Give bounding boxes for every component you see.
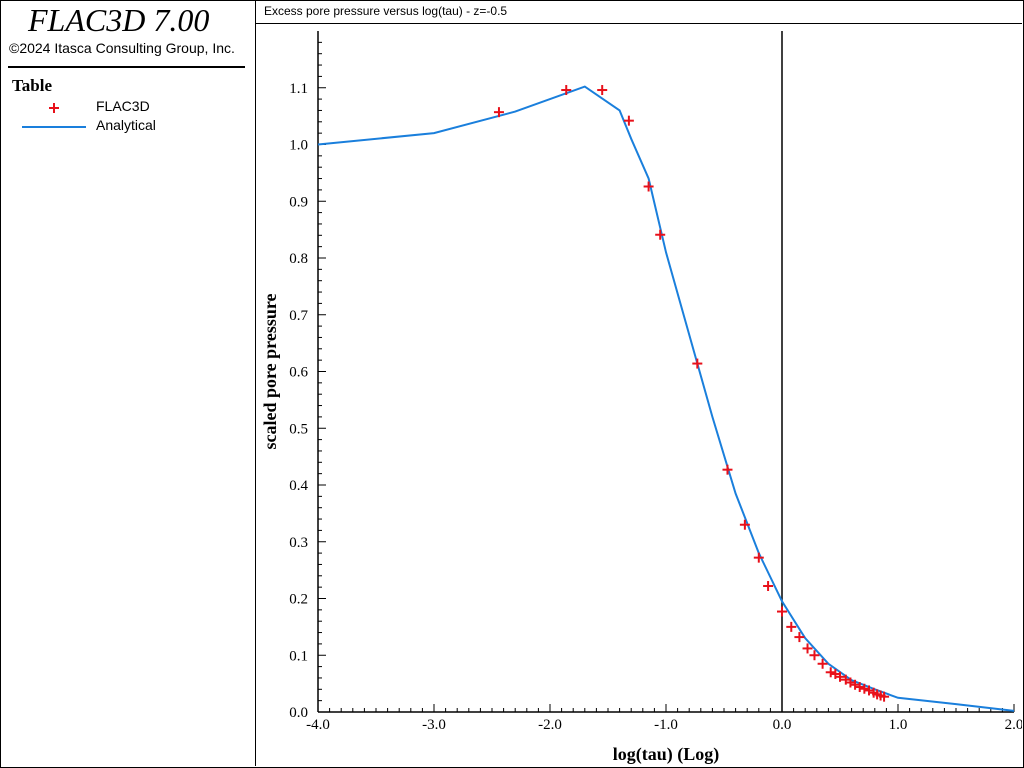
legend-label-flac3d: FLAC3D	[96, 98, 150, 114]
app-title: FLAC3D 7.00	[28, 2, 210, 38]
y-tick-label: 0.3	[289, 535, 308, 551]
data-point-flac3d	[854, 682, 865, 693]
data-point-flac3d	[845, 677, 856, 688]
data-point-flac3d	[753, 552, 764, 563]
legend-title: Table	[12, 76, 53, 95]
data-point-flac3d	[722, 464, 733, 475]
y-tick-label: 0.1	[289, 648, 308, 664]
data-point-flac3d	[597, 85, 608, 96]
data-point-flac3d	[825, 667, 836, 678]
plot-title: Excess pore pressure versus log(tau) - z…	[264, 4, 508, 18]
data-point-flac3d	[809, 650, 820, 661]
data-point-flac3d	[643, 181, 654, 192]
plot-title-bar: Excess pore pressure versus log(tau) - z…	[256, 0, 1022, 24]
data-point-flac3d	[777, 606, 787, 617]
y-tick-label: 0.9	[289, 194, 308, 210]
x-axis-label: log(tau) (Log)	[613, 744, 720, 765]
x-tick-label: -2.0	[538, 717, 562, 733]
data-point-flac3d	[739, 519, 750, 530]
x-tick-label: 2.0	[1005, 717, 1022, 733]
legend-label-analytical: Analytical	[96, 117, 156, 133]
y-tick-label: 1.1	[289, 81, 308, 97]
data-point-flac3d	[794, 632, 805, 643]
copyright-text: ©2024 Itasca Consulting Group, Inc.	[9, 40, 235, 56]
line-marker-icon	[22, 126, 86, 128]
x-tick-label: -1.0	[654, 717, 678, 733]
data-point-flac3d	[817, 658, 828, 669]
legend-item-analytical: Analytical	[0, 117, 250, 137]
data-point-flac3d	[859, 683, 870, 694]
data-point-flac3d	[850, 679, 861, 690]
series-line-analytical	[317, 85, 1015, 712]
y-tick-label: 0.7	[289, 308, 308, 324]
y-tick-label: 0.6	[289, 365, 308, 381]
x-tick-label: 0.0	[773, 717, 792, 733]
data-point-flac3d	[692, 358, 703, 369]
data-point-flac3d	[802, 643, 813, 654]
y-tick-label: 0.8	[289, 251, 308, 267]
data-point-flac3d	[763, 581, 774, 592]
y-tick-label: 0.5	[289, 421, 308, 437]
y-tick-label: 0.2	[289, 592, 308, 608]
y-tick-label: 0.4	[289, 478, 308, 494]
data-point-flac3d	[879, 691, 890, 702]
data-point-flac3d	[835, 671, 845, 682]
x-tick-label: -3.0	[422, 717, 446, 733]
legend-panel: FLAC3D 7.00 ©2024 Itasca Consulting Grou…	[0, 0, 256, 766]
x-tick-label: -4.0	[306, 717, 330, 733]
plus-marker-icon	[49, 103, 59, 113]
data-point-flac3d	[655, 229, 666, 240]
data-point-flac3d	[493, 107, 504, 118]
data-point-flac3d	[864, 685, 874, 696]
y-axis-label: scaled pore pressure	[260, 293, 280, 449]
data-layer	[317, 85, 1015, 712]
y-tick-label: 1.0	[289, 138, 308, 154]
data-point-flac3d	[623, 115, 634, 126]
panel-divider	[8, 66, 245, 68]
data-point-flac3d	[561, 85, 572, 96]
chart: -4.0 -3.0 -2.0 -1.0 0.0 1.0 2.0 0.0 0.1 0.2 0.3 0.4…	[260, 31, 1022, 765]
data-point-flac3d	[786, 621, 797, 632]
x-tick-label: 1.0	[889, 717, 908, 733]
y-tick-label: 0.0	[289, 705, 308, 721]
legend-item-flac3d: FLAC3D	[0, 98, 250, 118]
